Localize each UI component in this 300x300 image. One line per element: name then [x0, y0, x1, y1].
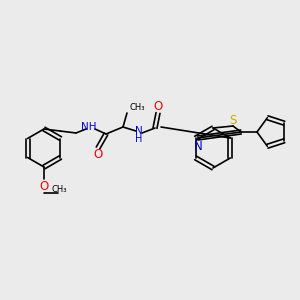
- Text: NH: NH: [81, 122, 97, 132]
- Text: O: O: [39, 179, 49, 193]
- Text: N: N: [194, 140, 203, 152]
- Text: N: N: [135, 126, 143, 136]
- Text: S: S: [229, 115, 237, 128]
- Text: H: H: [135, 134, 143, 144]
- Text: CH₃: CH₃: [129, 103, 145, 112]
- Text: CH₃: CH₃: [52, 184, 68, 194]
- Text: O: O: [93, 148, 103, 161]
- Text: O: O: [153, 100, 163, 112]
